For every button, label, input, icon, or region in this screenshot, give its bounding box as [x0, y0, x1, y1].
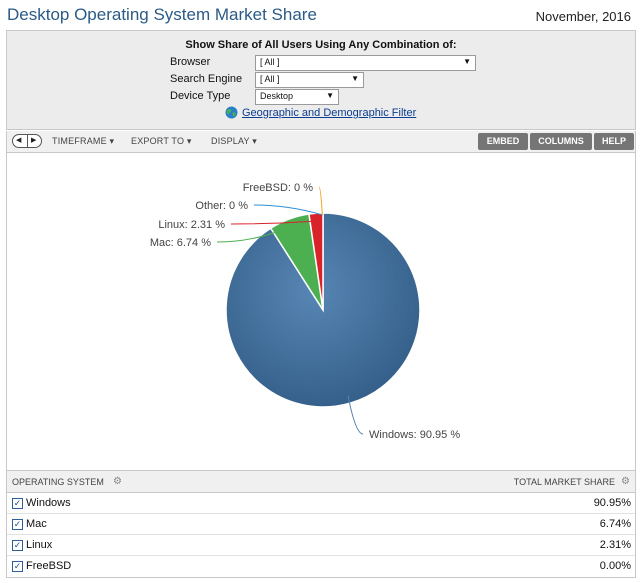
row-share-value: 2.31%: [599, 539, 631, 551]
embed-button[interactable]: EMBED: [478, 133, 528, 150]
leader-line-windows: [347, 395, 364, 435]
timeframe-menu-label: TIMEFRAME: [52, 136, 107, 146]
column-header-os[interactable]: OPERATING SYSTEM: [12, 477, 104, 487]
row-checkbox[interactable]: ✓: [12, 540, 23, 551]
gear-icon[interactable]: ⚙: [621, 476, 630, 487]
row-checkbox[interactable]: ✓: [12, 498, 23, 509]
search-engine-label: Search Engine: [170, 73, 243, 85]
pie-label-other: Other: 0 %: [195, 200, 248, 212]
search-engine-select[interactable]: [ All ] ▼: [255, 72, 364, 88]
search-engine-select-value: [ All ]: [260, 74, 280, 84]
filter-panel: Show Share of All Users Using Any Combin…: [6, 30, 636, 130]
browser-select-value: [ All ]: [260, 57, 280, 67]
export-menu-label: EXPORT TO: [131, 136, 185, 146]
row-share-value: 90.95%: [593, 497, 631, 509]
market-share-table: OPERATING SYSTEM ⚙ TOTAL MARKET SHARE ⚙ …: [6, 470, 636, 578]
display-menu-label: DISPLAY: [211, 136, 250, 146]
caret-down-icon: ▾: [109, 136, 115, 146]
table-row: ✓ Mac 6.74%: [7, 514, 635, 535]
page-header: Desktop Operating System Market Share No…: [0, 0, 640, 30]
leader-line-freebsd: [318, 186, 323, 215]
pager-control[interactable]: ◀ ▶: [12, 134, 42, 148]
chevron-down-icon: ▼: [326, 91, 334, 100]
caret-down-icon: ▾: [186, 136, 192, 146]
pie-label-mac: Mac: 6.74 %: [150, 237, 211, 249]
pie-label-linux: Linux: 2.31 %: [158, 219, 225, 231]
report-date: November, 2016: [535, 9, 631, 24]
browser-label: Browser: [170, 56, 211, 68]
device-type-label: Device Type: [170, 90, 231, 102]
arrow-right-icon[interactable]: ▶: [31, 137, 37, 144]
leader-line-linux: [230, 220, 317, 225]
row-os-name: FreeBSD: [26, 560, 72, 572]
device-type-select-value: Desktop: [260, 91, 294, 101]
timeframe-menu[interactable]: TIMEFRAME ▾: [52, 136, 114, 147]
table-header: OPERATING SYSTEM ⚙ TOTAL MARKET SHARE ⚙: [7, 471, 635, 493]
pie-chart: Windows: 90.95 % Mac: 6.74 % Linux: 2.31 %…: [150, 182, 460, 441]
browser-select[interactable]: [ All ] ▼: [255, 55, 476, 71]
row-share-value: 6.74%: [599, 518, 631, 530]
leader-line-mac: [216, 225, 293, 243]
chevron-down-icon: ▼: [463, 57, 471, 66]
row-os-name: Mac: [26, 518, 47, 530]
pie-slice-windows[interactable]: [225, 212, 421, 408]
row-checkbox[interactable]: ✓: [12, 561, 23, 572]
filter-heading: Show Share of All Users Using Any Combin…: [185, 39, 457, 51]
leader-line-other: [253, 204, 323, 216]
pie-chart-area: Windows: 90.95 % Mac: 6.74 % Linux: 2.31 %…: [6, 153, 636, 470]
chevron-down-icon: ▼: [351, 74, 359, 83]
geo-filter-link[interactable]: Geographic and Demographic Filter: [242, 107, 417, 119]
help-button[interactable]: HELP: [594, 133, 634, 150]
row-checkbox[interactable]: ✓: [12, 519, 23, 530]
display-menu[interactable]: DISPLAY ▾: [211, 136, 257, 147]
table-row: ✓ FreeBSD 0.00%: [7, 556, 635, 577]
row-os-name: Linux: [26, 539, 53, 551]
column-header-share[interactable]: TOTAL MARKET SHARE: [513, 477, 615, 487]
gear-icon[interactable]: ⚙: [113, 476, 122, 487]
export-menu[interactable]: EXPORT TO ▾: [131, 136, 192, 147]
chart-toolbar: ◀ ▶ TIMEFRAME ▾ EXPORT TO ▾ DISPLAY ▾ EM…: [6, 131, 636, 153]
pie-label-windows: Windows: 90.95 %: [369, 429, 460, 441]
row-os-name: Windows: [26, 497, 71, 509]
arrow-left-icon[interactable]: ◀: [16, 137, 22, 144]
globe-icon: [225, 106, 238, 119]
columns-button[interactable]: COLUMNS: [530, 133, 592, 150]
table-row: ✓ Linux 2.31%: [7, 535, 635, 556]
row-share-value: 0.00%: [599, 560, 631, 572]
caret-down-icon: ▾: [252, 136, 258, 146]
pie-label-freebsd: FreeBSD: 0 %: [243, 182, 314, 194]
table-row: ✓ Windows 90.95%: [7, 493, 635, 514]
device-type-select[interactable]: Desktop ▼: [255, 89, 339, 105]
page-title: Desktop Operating System Market Share: [7, 5, 317, 24]
